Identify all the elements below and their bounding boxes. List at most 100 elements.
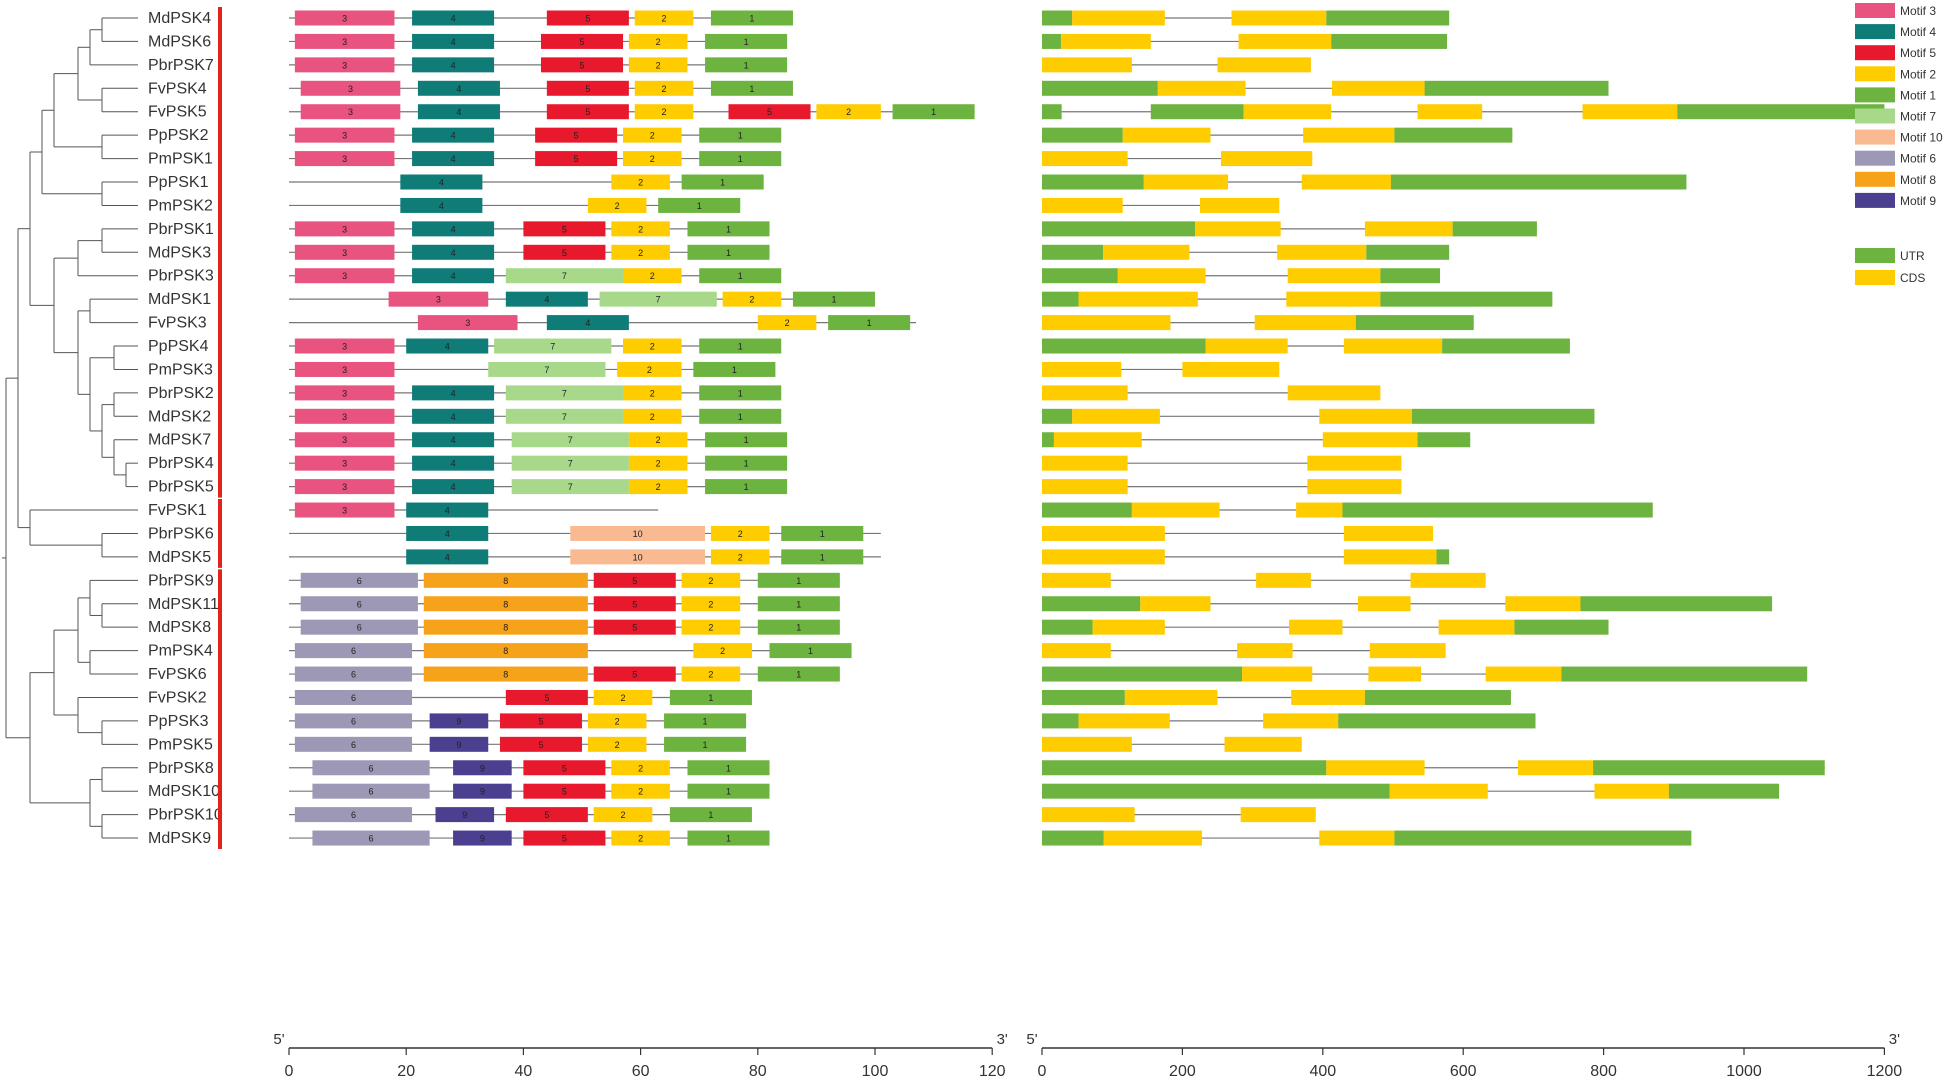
cds-block [1254,315,1356,331]
gene-label: PmPSK4 [148,643,213,660]
motif-number: 2 [662,107,667,117]
motif-number: 7 [562,271,567,281]
gene-label: PmPSK5 [148,736,213,753]
motif-number: 3 [342,154,347,164]
motif-number: 2 [650,271,655,281]
motif-1-box [781,549,864,565]
motif-number: 3 [348,84,353,94]
utr-block [1042,689,1125,705]
motif-number: 8 [503,599,508,609]
motif-number: 5 [585,107,590,117]
motif-8-box [423,619,588,635]
cds-block [1042,643,1111,659]
motif-row: 3 4 5 2 1 [289,127,782,143]
motif-1-box [699,268,782,284]
motif-1-box [757,572,840,588]
structure-row [1042,151,1313,167]
utr-block [1042,760,1327,776]
cds-block [1103,244,1190,260]
motif-number: 4 [451,37,456,47]
structure-row [1042,455,1402,471]
motif-1-box [687,783,770,799]
cds-block [1303,127,1395,143]
motif-number: 5 [767,107,772,117]
utr-block [1042,244,1104,260]
motif6-legend-swatch [1855,150,1895,166]
motif-5-box [523,783,606,799]
motif-number: 2 [708,576,713,586]
motif-number: 3 [342,37,347,47]
motif-number: 1 [703,740,708,750]
motif-1-box [687,830,770,846]
motif-1-box [705,479,788,495]
motif-number: 1 [749,84,754,94]
structure-row [1042,643,1446,659]
motif-number: 7 [562,412,567,422]
cds-block [1417,104,1483,120]
motif-3-box [294,408,395,424]
motif-1-box [710,10,793,26]
motif-3-box [294,10,395,26]
motif2-legend-swatch [1855,66,1895,82]
cds-block [1124,689,1218,705]
motif-number: 1 [831,295,836,305]
motif-10-box [570,549,706,565]
cds-block [1256,572,1311,588]
motif-number: 3 [342,482,347,492]
gene-label: PbrPSK10 [148,807,223,824]
motif-5-box [523,221,606,237]
motif-row: 3 4 7 2 1 [289,385,782,401]
motif-number: 1 [738,342,743,352]
motif-number: 5 [632,623,637,633]
structure-row [1042,760,1825,776]
motif-number: 1 [796,576,801,586]
structure-row [1042,807,1316,823]
motif-2-box [587,197,647,213]
motif-row: 4 10 2 1 [289,549,881,565]
motif-number: 1 [749,14,754,24]
motif-2-box [628,479,688,495]
motif-number: 9 [480,787,485,797]
cds-block [1042,361,1122,377]
motif-2-box [611,760,670,776]
motif-number: 2 [638,178,643,188]
motif-number: 7 [568,482,573,492]
structure-row [1042,33,1448,49]
gene-label: MdPSK8 [148,619,211,636]
motif-axis-tick-label: 80 [749,1063,767,1080]
cds-block [1438,619,1515,635]
motif-number: 6 [351,740,356,750]
motif-1-box [699,338,782,354]
motif-number: 1 [808,646,813,656]
motif-4-box [412,408,495,424]
motif-number: 2 [638,787,643,797]
motif-4-box [400,197,483,213]
cds-block [1357,596,1411,612]
motif-number: 1 [708,810,713,820]
motif-number: 1 [703,716,708,726]
gene-axis-tick-label: 600 [1450,1063,1477,1080]
motif-8-box [423,572,588,588]
motif4-legend-swatch [1855,24,1895,40]
motif-number: 1 [738,388,743,398]
motif-3-box [294,502,395,518]
utr-block [1042,432,1054,448]
motif-2-box [710,549,770,565]
motif-number: 2 [650,342,655,352]
cds-block [1240,807,1316,823]
cds-block [1042,385,1128,401]
motif-4-box [406,549,489,565]
gene-label: PpPSK4 [148,338,209,355]
motif-1-box [757,619,840,635]
motif-number: 4 [451,388,456,398]
gene-label: PbrPSK2 [148,385,214,402]
motif-number: 1 [796,670,801,680]
motif-number: 8 [503,646,508,656]
motif-6-box [294,666,413,682]
structure-row [1042,666,1808,682]
motif-row: 4 2 1 [289,197,741,213]
motif-axis-tick-label: 40 [515,1063,533,1080]
utr-block [1593,760,1825,776]
motif-row: 3 7 2 1 [289,361,776,377]
cds-block [1291,689,1365,705]
